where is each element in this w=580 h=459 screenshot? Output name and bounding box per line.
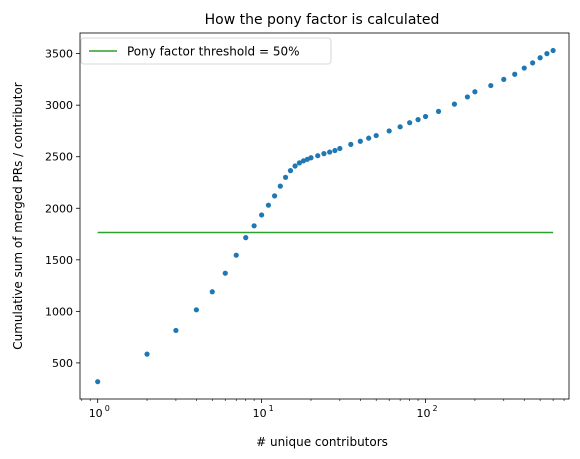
y-axis-label: Cumulative sum of merged PRs / contribut… — [11, 82, 25, 350]
data-point — [472, 89, 478, 95]
x-tick-label: 10 — [417, 407, 431, 420]
data-point — [451, 101, 458, 107]
data-point — [272, 193, 278, 199]
data-point — [337, 145, 343, 152]
data-point — [512, 71, 518, 77]
data-point — [321, 151, 327, 157]
data-point — [521, 65, 527, 71]
data-point — [277, 183, 283, 189]
data-point — [550, 47, 556, 54]
data-point — [530, 60, 536, 66]
y-axis: 500 1000 1500 2000 2500 3000 3500 — [45, 48, 80, 370]
data-point — [464, 94, 470, 100]
data-point — [243, 235, 249, 241]
x-tick-exponent: 2 — [433, 404, 438, 413]
legend-box — [80, 37, 332, 65]
y-tick-label: 2000 — [45, 202, 73, 215]
chart-title: How the pony factor is calculated — [205, 12, 440, 28]
x-axis: 10 0 10 1 10 2 — [81, 399, 565, 420]
y-tick-label: 1500 — [45, 254, 73, 267]
data-point — [315, 153, 321, 159]
axes-frame — [79, 32, 570, 400]
data-point — [357, 138, 363, 144]
scatter-series — [95, 47, 556, 385]
data-point — [209, 289, 215, 295]
data-point — [366, 135, 372, 141]
data-point — [282, 174, 289, 180]
data-point — [373, 132, 379, 139]
data-point — [296, 160, 302, 166]
plot-area — [95, 47, 556, 385]
data-point — [287, 168, 294, 174]
y-tick-label: 2500 — [45, 151, 73, 164]
data-point — [544, 51, 550, 57]
data-point — [193, 307, 199, 313]
data-point — [332, 147, 338, 154]
y-tick-label: 3500 — [45, 48, 73, 61]
data-point — [422, 113, 429, 120]
legend-label: Pony factor threshold = 50% — [127, 45, 300, 59]
data-point — [407, 120, 413, 126]
data-point — [386, 128, 392, 134]
x-tick-exponent: 1 — [269, 404, 274, 413]
data-point — [233, 252, 239, 258]
data-point — [435, 108, 442, 114]
x-tick-label: 10 — [89, 407, 103, 420]
y-tick-label: 500 — [52, 357, 73, 370]
data-point — [251, 223, 257, 229]
data-point — [222, 270, 228, 276]
legend: Pony factor threshold = 50% — [80, 37, 332, 65]
x-tick-exponent: 0 — [105, 404, 110, 413]
y-tick-label: 1000 — [45, 305, 73, 318]
data-point — [415, 117, 421, 123]
data-point — [537, 55, 543, 61]
data-point — [488, 82, 494, 89]
data-point — [308, 155, 314, 161]
data-point — [259, 212, 265, 218]
x-axis-label: # unique contributors — [256, 435, 388, 449]
data-point — [327, 149, 333, 155]
data-point — [265, 202, 272, 208]
data-point — [397, 124, 403, 130]
data-point — [173, 327, 179, 334]
data-point — [501, 76, 507, 82]
x-tick-label: 10 — [253, 407, 267, 420]
data-point — [144, 351, 150, 357]
y-tick-label: 3000 — [45, 99, 73, 112]
data-point — [292, 163, 298, 169]
data-point — [95, 379, 101, 385]
data-point — [348, 141, 354, 147]
